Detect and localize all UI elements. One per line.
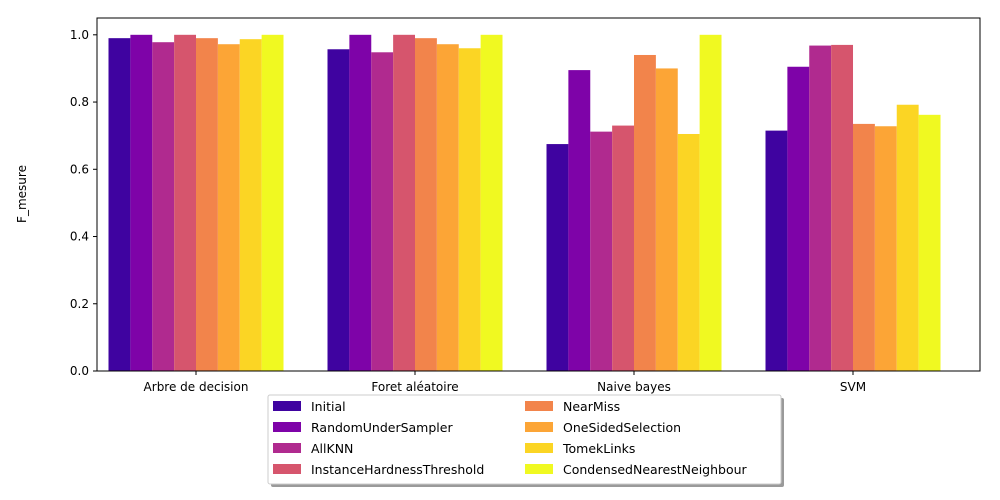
y-tick-label: 0.6 [70, 162, 89, 176]
bar-tomeklinks-3 [896, 104, 919, 372]
bar-condensednearestneighbour-2 [699, 34, 722, 372]
legend-label: CondensedNearestNeighbour [563, 462, 748, 477]
y-axis: 0.0 0.2 0.4 0.6 0.8 1.0 [70, 28, 97, 378]
bar-nearmiss-3 [853, 123, 875, 372]
bar-onesidedselection-2 [655, 68, 678, 372]
bar-randomundersampler-3 [787, 66, 810, 371]
legend-label: RandomUnderSampler [311, 420, 453, 435]
legend-label: NearMiss [563, 399, 620, 414]
bar-initial-3 [765, 130, 788, 371]
y-tick-label: 0.8 [70, 95, 89, 109]
bar-allknn-3 [809, 45, 832, 371]
y-tick-label: 1.0 [70, 28, 89, 42]
bar-randomundersampler-2 [568, 70, 591, 372]
y-axis-label: F_mesure [15, 165, 29, 223]
bar-instancehardnessthreshold-2 [612, 125, 635, 371]
x-tick-label: Arbre de decision [144, 380, 249, 394]
legend-swatch [525, 464, 553, 474]
bar-allknn-1 [371, 52, 394, 371]
legend-swatch [273, 464, 301, 474]
bar-nearmiss-2 [634, 54, 656, 371]
legend-label: OneSidedSelection [563, 420, 681, 435]
legend-label: TomekLinks [562, 441, 635, 456]
legend-label: AllKNN [311, 441, 353, 456]
bar-initial-2 [546, 144, 569, 371]
bar-randomundersampler-0 [130, 34, 153, 372]
legend: Initial RandomUnderSampler AllKNN InstanceH… [267, 394, 784, 487]
x-tick-label: Foret aléatoire [371, 380, 458, 394]
bar-condensednearestneighbour-0 [261, 34, 284, 372]
bar-allknn-2 [590, 131, 613, 371]
legend-swatch [525, 422, 553, 432]
legend-swatch [525, 401, 553, 411]
bar-condensednearestneighbour-3 [918, 114, 941, 371]
plot-frame [96, 17, 981, 372]
x-axis: Arbre de decision Foret aléatoire Naive ba… [144, 371, 866, 394]
legend-swatch [273, 443, 301, 453]
bar-onesidedselection-0 [217, 44, 240, 371]
bar-nearmiss-0 [196, 38, 218, 372]
bars-layer [108, 34, 941, 372]
bar-condensednearestneighbour-1 [480, 34, 503, 372]
legend-swatch [525, 443, 553, 453]
bar-onesidedselection-3 [874, 126, 897, 371]
bar-tomeklinks-2 [677, 133, 700, 371]
bar-nearmiss-1 [415, 38, 437, 372]
bar-instancehardnessthreshold-3 [831, 44, 854, 372]
y-tick-label: 0.4 [70, 230, 89, 244]
bar-onesidedselection-1 [436, 44, 459, 371]
bar-tomeklinks-0 [239, 39, 262, 372]
bar-tomeklinks-1 [458, 48, 481, 371]
legend-swatch [273, 401, 301, 411]
legend-label: Initial [311, 399, 346, 414]
y-tick-label: 0.2 [70, 297, 89, 311]
legend-label: InstanceHardnessThreshold [311, 462, 484, 477]
bar-instancehardnessthreshold-1 [393, 34, 416, 372]
x-tick-label: Naive bayes [597, 380, 671, 394]
bar-randomundersampler-1 [349, 34, 372, 372]
bar-allknn-0 [152, 42, 175, 372]
bar-initial-0 [108, 38, 131, 372]
legend-swatch [273, 422, 301, 432]
legend-box [267, 394, 782, 485]
y-tick-label: 0.0 [70, 364, 89, 378]
bar-instancehardnessthreshold-0 [174, 34, 197, 372]
x-tick-label: SVM [840, 380, 866, 394]
bar-initial-1 [327, 49, 350, 372]
